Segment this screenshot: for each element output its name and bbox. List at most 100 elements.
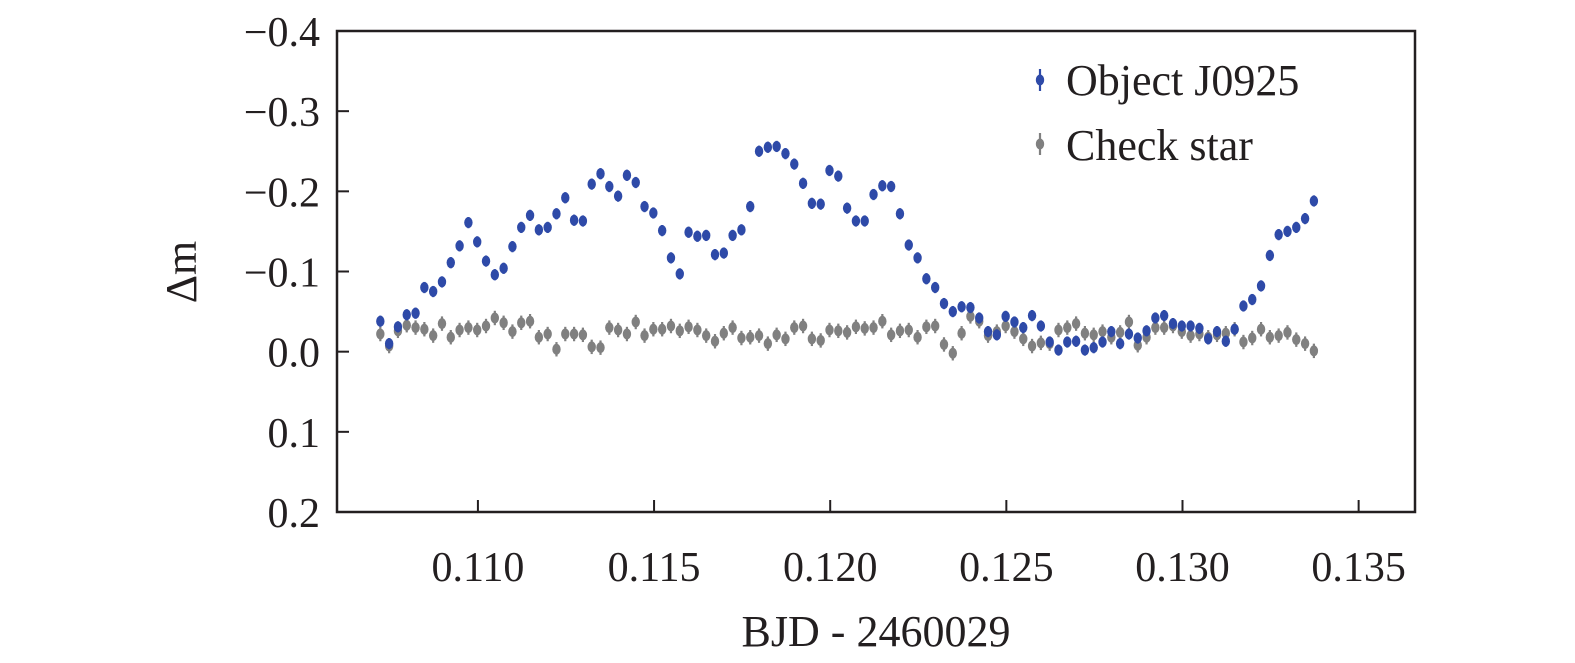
x-tick-label: 0.125 bbox=[959, 545, 1054, 591]
y-tick-label: −0.3 bbox=[244, 90, 320, 136]
data-point bbox=[1230, 323, 1239, 335]
data-point bbox=[1107, 326, 1116, 338]
data-point bbox=[710, 334, 720, 349]
data-point bbox=[455, 240, 464, 252]
data-point bbox=[1177, 320, 1186, 332]
data-point bbox=[1071, 335, 1081, 347]
y-tick-label: −0.4 bbox=[244, 10, 320, 56]
data-point bbox=[1115, 338, 1125, 350]
data-point bbox=[596, 340, 605, 355]
data-point bbox=[693, 322, 702, 338]
data-point bbox=[772, 327, 781, 343]
data-point bbox=[675, 268, 684, 280]
data-point bbox=[657, 322, 667, 337]
y-tick-label: 0.1 bbox=[268, 411, 321, 457]
data-point bbox=[578, 327, 588, 343]
data-point bbox=[701, 328, 711, 343]
data-point bbox=[552, 342, 561, 357]
data-point bbox=[376, 326, 385, 342]
y-tick-label: 0.2 bbox=[268, 491, 321, 537]
data-point bbox=[1256, 322, 1266, 337]
data-point bbox=[939, 297, 949, 310]
data-point bbox=[710, 249, 720, 261]
data-point bbox=[904, 322, 913, 338]
data-point bbox=[1300, 212, 1310, 225]
data-point bbox=[1248, 293, 1257, 306]
data-point bbox=[1098, 336, 1107, 348]
data-point bbox=[1054, 322, 1063, 338]
data-point bbox=[701, 229, 711, 242]
data-point bbox=[966, 301, 975, 314]
data-point bbox=[1159, 320, 1169, 335]
data-point bbox=[1080, 326, 1090, 341]
data-point bbox=[376, 315, 385, 327]
data-point bbox=[622, 169, 632, 181]
data-point bbox=[1133, 332, 1142, 344]
data-point bbox=[754, 145, 764, 157]
data-point bbox=[1124, 328, 1134, 340]
data-point bbox=[1248, 330, 1257, 346]
data-point bbox=[1071, 316, 1081, 331]
data-point bbox=[1204, 333, 1213, 345]
data-point bbox=[1221, 335, 1231, 347]
data-point bbox=[499, 262, 508, 274]
data-point bbox=[983, 326, 993, 338]
legend-marker-object bbox=[1035, 69, 1045, 91]
legend-item-object: Object J0925 bbox=[1035, 56, 1299, 105]
data-point bbox=[543, 326, 552, 342]
data-point bbox=[1292, 332, 1301, 347]
data-point bbox=[1151, 312, 1160, 324]
data-point bbox=[1027, 309, 1037, 322]
data-point bbox=[1089, 342, 1098, 354]
data-point bbox=[490, 310, 500, 326]
data-point bbox=[1054, 344, 1063, 356]
data-point bbox=[1309, 195, 1319, 207]
data-point bbox=[851, 215, 861, 227]
data-point bbox=[957, 326, 966, 341]
data-point bbox=[781, 331, 790, 347]
data-point bbox=[499, 315, 508, 331]
data-point bbox=[834, 323, 843, 339]
data-point bbox=[1283, 225, 1292, 238]
data-point bbox=[842, 202, 852, 214]
x-tick-label: 0.135 bbox=[1311, 545, 1406, 591]
data-point bbox=[1080, 344, 1090, 356]
data-point bbox=[675, 323, 684, 339]
data-point bbox=[508, 241, 517, 253]
data-point bbox=[596, 168, 605, 180]
data-point bbox=[1265, 249, 1275, 262]
data-series bbox=[376, 140, 1319, 361]
y-axis: −0.4 −0.3 −0.2 −0.1 0.0 0.1 0.2 bbox=[244, 10, 349, 537]
data-point bbox=[561, 192, 570, 204]
data-point bbox=[790, 158, 799, 170]
data-point bbox=[1027, 338, 1037, 354]
data-point bbox=[842, 325, 852, 340]
data-point bbox=[455, 322, 464, 338]
data-point bbox=[402, 309, 411, 321]
data-point bbox=[763, 141, 773, 153]
data-point bbox=[763, 336, 773, 351]
data-point bbox=[728, 229, 737, 242]
data-point bbox=[798, 177, 808, 189]
data-point bbox=[649, 322, 658, 337]
data-point bbox=[1089, 327, 1098, 343]
data-point bbox=[825, 164, 834, 177]
data-point bbox=[1239, 334, 1248, 350]
data-point bbox=[543, 221, 552, 234]
legend-marker-point bbox=[1035, 133, 1045, 155]
data-point bbox=[561, 326, 570, 342]
data-point bbox=[657, 225, 667, 237]
data-point bbox=[693, 230, 702, 242]
data-point bbox=[825, 322, 834, 338]
data-point bbox=[1019, 322, 1028, 334]
data-point bbox=[895, 208, 905, 220]
data-point bbox=[411, 307, 420, 319]
data-point bbox=[737, 224, 746, 236]
data-point bbox=[930, 318, 940, 334]
data-point bbox=[490, 269, 500, 281]
data-point bbox=[746, 200, 755, 213]
data-point bbox=[834, 170, 843, 182]
legend-item-check-star: Check star bbox=[1035, 121, 1253, 170]
data-point bbox=[1274, 328, 1283, 343]
data-point bbox=[930, 281, 940, 294]
